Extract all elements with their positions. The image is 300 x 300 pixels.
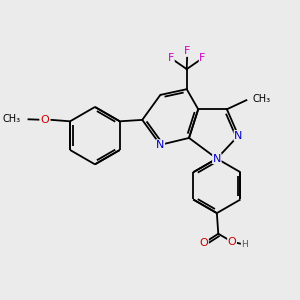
Text: F: F (184, 46, 190, 56)
Text: CH₃: CH₃ (253, 94, 271, 104)
Text: N: N (213, 154, 221, 164)
Text: F: F (199, 53, 206, 63)
Text: N: N (234, 131, 243, 141)
Text: O: O (200, 238, 208, 248)
Text: O: O (228, 237, 236, 247)
Text: CH₃: CH₃ (2, 114, 20, 124)
Text: N: N (156, 140, 164, 150)
Text: F: F (168, 53, 174, 63)
Text: O: O (40, 115, 49, 125)
Text: H: H (241, 240, 248, 249)
